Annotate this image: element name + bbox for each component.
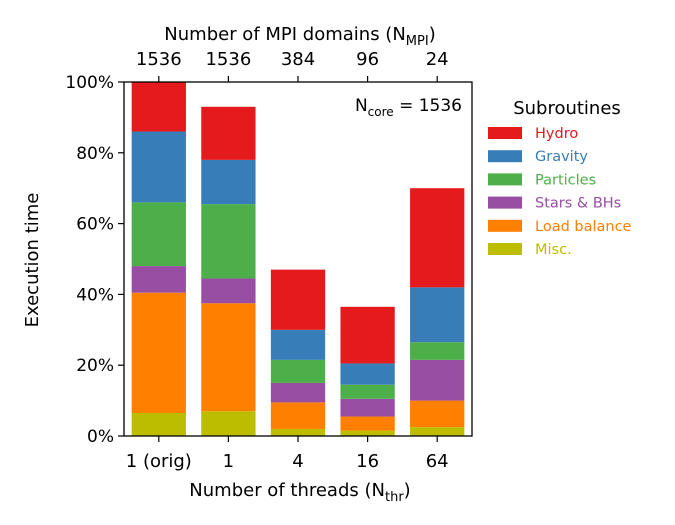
legend-label: Load balance <box>535 219 632 235</box>
annotation-main: N <box>355 96 368 116</box>
y-tick-label: 0% <box>87 427 114 447</box>
bar-misc-1 <box>201 411 256 436</box>
bar-hydro-2 <box>270 269 326 330</box>
legend-swatch <box>488 219 522 232</box>
y-tick-label: 40% <box>76 285 114 305</box>
x-tick-label: 1 (orig) <box>126 451 192 472</box>
bar-gravity-2 <box>270 329 326 360</box>
bar-misc-0 <box>131 412 186 436</box>
top-axis-label-sub: MPI <box>406 34 429 49</box>
top-tick-label: 384 <box>281 49 315 70</box>
y-tick-label: 20% <box>76 356 114 376</box>
legend-title: Subroutines <box>513 98 621 119</box>
y-tick-label: 100% <box>65 73 114 93</box>
legend-swatch <box>488 173 522 186</box>
bar-hydro-4 <box>410 188 465 288</box>
bar-particles-0 <box>131 202 186 267</box>
core-count-annotation: Ncore = 1536 <box>355 96 462 119</box>
x-axis-label-sub: thr <box>385 490 404 505</box>
bar-misc-3 <box>340 430 395 436</box>
top-tick-label: 1536 <box>205 49 251 70</box>
legend-label: Misc. <box>535 242 572 258</box>
y-axis-label: Execution time <box>22 193 43 328</box>
legend-label: Gravity <box>535 149 588 165</box>
bar-load-balance-4 <box>410 400 465 428</box>
x-axis-label-close: ) <box>404 480 411 501</box>
legend-swatch <box>488 150 522 163</box>
bar-hydro-3 <box>340 306 395 364</box>
bar-stars-bhs-2 <box>270 382 326 403</box>
x-axis: 1 (orig) 1 4 16 64 <box>126 436 449 472</box>
x-tick-label: 4 <box>292 451 303 472</box>
bar-misc-2 <box>270 428 326 436</box>
bar-load-balance-3 <box>340 416 395 431</box>
plot-frame <box>123 81 473 437</box>
bar-load-balance-0 <box>131 292 186 413</box>
legend-label: Hydro <box>535 126 578 142</box>
legend-label: Stars & BHs <box>535 196 621 212</box>
bar-particles-1 <box>201 204 256 279</box>
bar-stars-bhs-1 <box>201 278 256 304</box>
x-tick-label: 1 <box>223 451 234 472</box>
y-tick-label: 60% <box>76 215 114 235</box>
bar-gravity-3 <box>340 363 395 385</box>
x-axis-label: Number of threads (Nthr) <box>189 480 410 505</box>
annotation-sub: core <box>368 105 394 119</box>
top-tick-label: 24 <box>426 49 449 70</box>
bar-stars-bhs-0 <box>131 266 186 293</box>
top-axis-label: Number of MPI domains (NMPI) <box>164 24 435 49</box>
x-tick-label: 16 <box>356 451 379 472</box>
y-axis: 0% 20% 40% 60% 80% 100% <box>65 73 124 447</box>
legend-swatch <box>488 196 522 209</box>
top-axis-label-main: Number of MPI domains (N <box>164 24 406 45</box>
top-tick-label: 1536 <box>136 49 182 70</box>
y-tick-label: 80% <box>76 144 114 164</box>
bar-load-balance-2 <box>270 402 326 429</box>
top-axis-label-close: ) <box>429 24 436 45</box>
legend-swatch <box>488 243 522 255</box>
bar-particles-2 <box>270 359 326 383</box>
legend-label: Particles <box>535 172 596 188</box>
bar-misc-4 <box>410 427 465 436</box>
bar-hydro-0 <box>131 82 186 132</box>
bar-gravity-4 <box>410 287 465 343</box>
bar-gravity-1 <box>201 159 256 205</box>
bar-particles-4 <box>410 342 465 360</box>
annotation-rest: = 1536 <box>394 96 462 116</box>
legend-swatch <box>488 127 522 139</box>
top-tick-label: 96 <box>356 49 379 70</box>
bars-group <box>131 82 465 436</box>
top-axis: 1536 1536 384 96 24 <box>136 49 449 82</box>
legend: Subroutines Hydro Gravity Particles Stars &… <box>488 98 632 258</box>
bar-stars-bhs-3 <box>340 398 395 417</box>
bar-stars-bhs-4 <box>410 359 465 401</box>
bar-hydro-1 <box>201 106 256 160</box>
x-axis-label-main: Number of threads (N <box>189 480 385 501</box>
bar-gravity-0 <box>131 131 186 203</box>
bar-load-balance-1 <box>201 303 256 412</box>
x-tick-label: 64 <box>426 451 449 472</box>
bar-particles-3 <box>340 384 395 399</box>
